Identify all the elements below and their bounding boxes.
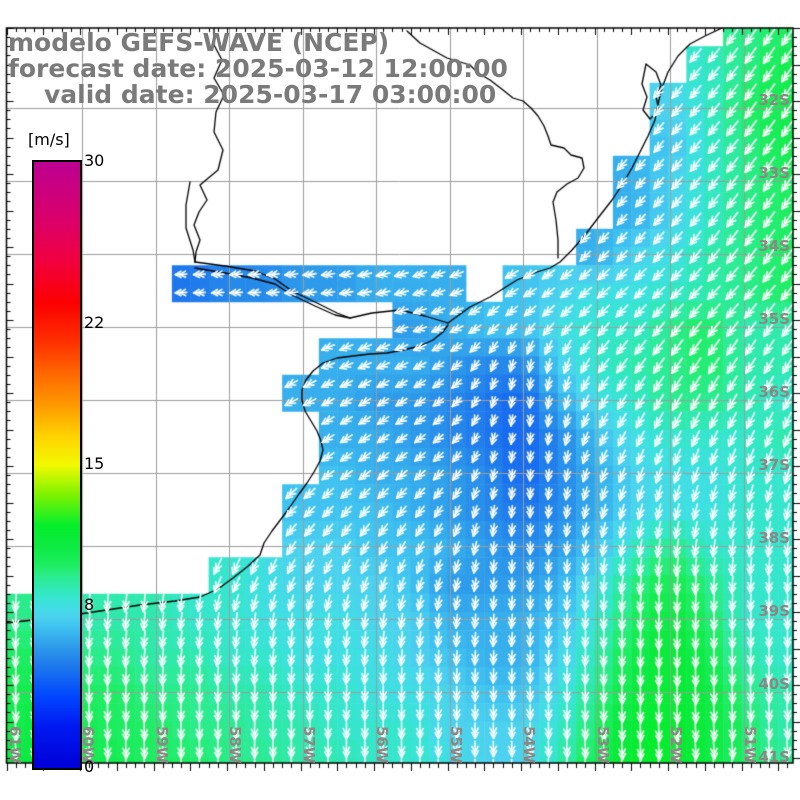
- forecast-date: forecast date: 2025-03-12 12:00:00: [8, 54, 508, 83]
- lon-label-59W: 59W: [152, 726, 171, 764]
- lon-label-56W: 56W: [373, 726, 391, 764]
- lat-label-34S: 34S: [758, 237, 790, 255]
- colorbar-tick-label-0: 0: [84, 757, 95, 776]
- lon-label-52W: 52W: [667, 726, 685, 764]
- lat-label-41S: 41S: [758, 748, 790, 766]
- lon-label-54W: 54W: [520, 726, 538, 764]
- lat-label-40S: 40S: [758, 675, 790, 693]
- lon-label-61W: 61W: [5, 726, 24, 764]
- lon-label-58W: 58W: [226, 726, 244, 764]
- lat-label-35S: 35S: [758, 310, 790, 328]
- valid-date: valid date: 2025-03-17 03:00:00: [44, 80, 497, 109]
- lat-label-32S: 32S: [758, 91, 790, 109]
- colorbar-tick-label-15: 15: [84, 454, 105, 473]
- colorbar-unit-label: [m/s]: [28, 130, 70, 149]
- colorbar-tick-label-8: 8: [84, 595, 95, 615]
- lon-label-53W: 53W: [593, 726, 612, 764]
- lon-label-51W: 51W: [740, 726, 759, 764]
- colorbar-tick-label-22: 22: [84, 312, 105, 332]
- lat-label-38S: 38S: [758, 529, 790, 547]
- lat-label-39S: 39S: [758, 602, 790, 620]
- colorbar-tick-label-30: 30: [84, 151, 105, 170]
- model-title: modelo GEFS-WAVE (NCEP): [8, 28, 390, 57]
- lat-label-33S: 33S: [758, 164, 790, 182]
- lat-label-36S: 36S: [758, 383, 790, 401]
- lon-label-55W: 55W: [446, 726, 465, 764]
- colorbar: [32, 160, 82, 770]
- lat-label-37S: 37S: [758, 456, 790, 474]
- lon-label-57W: 57W: [299, 726, 318, 764]
